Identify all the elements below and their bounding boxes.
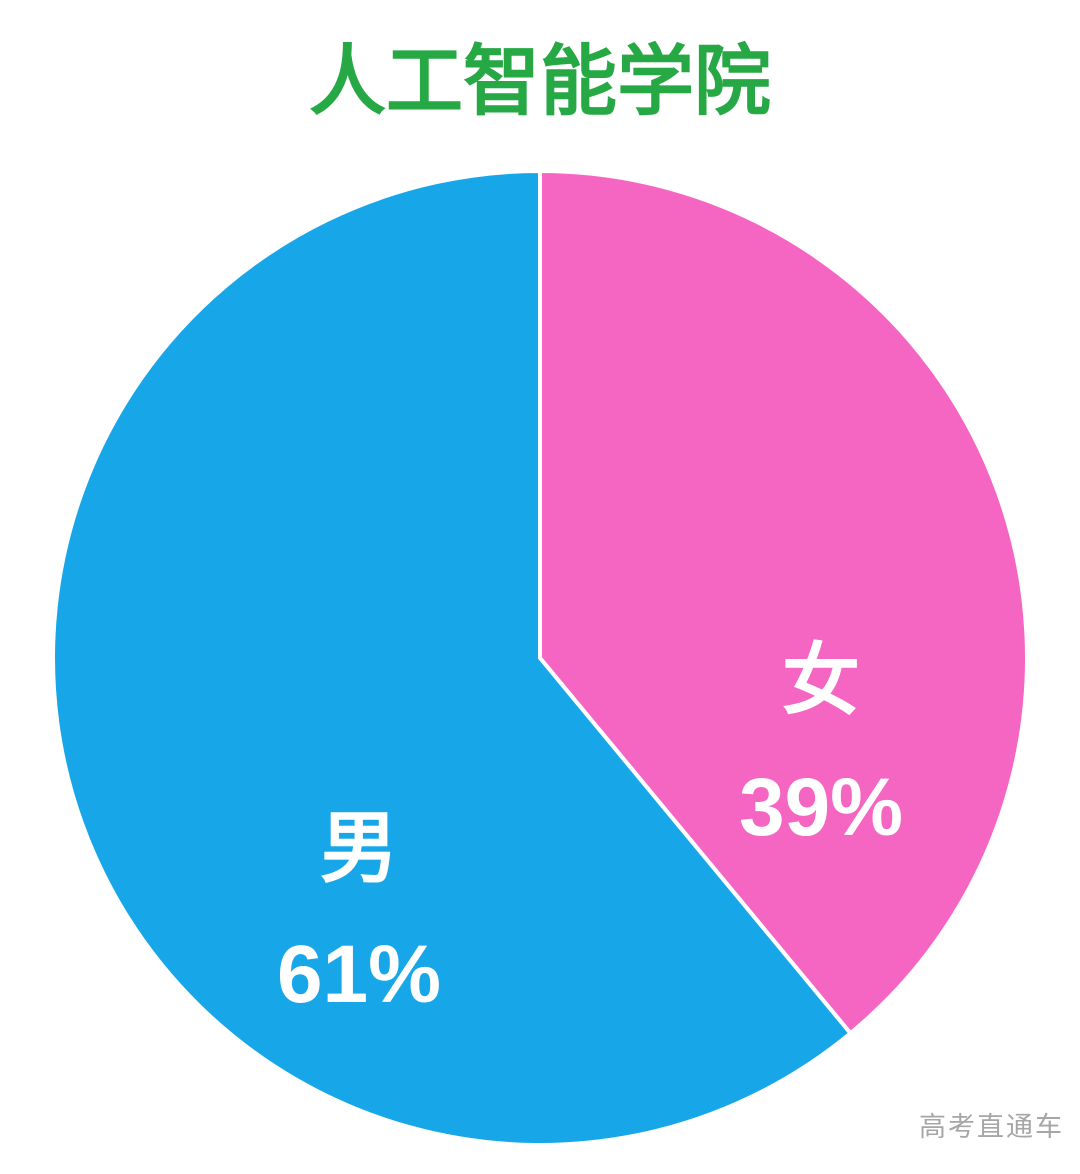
slice-label-female-percent: 39% [738, 762, 904, 853]
slice-label-female: 女 39% [671, 641, 971, 849]
watermark: 高考直通车 [919, 1112, 1064, 1142]
chart-title: 人工智能学院 [309, 39, 771, 125]
pie-slice-男 [51, 169, 853, 1147]
slice-label-female-name: 女 [781, 636, 860, 724]
slice-label-male: 男 61% [209, 809, 509, 1016]
pie-svg [51, 169, 1029, 1147]
slice-label-male-name: 男 [319, 804, 398, 892]
pie-chart: 女 39% 男 61% [51, 169, 1029, 1147]
pie-slice-女 [538, 169, 1029, 1036]
slice-label-male-percent: 61% [276, 929, 442, 1020]
